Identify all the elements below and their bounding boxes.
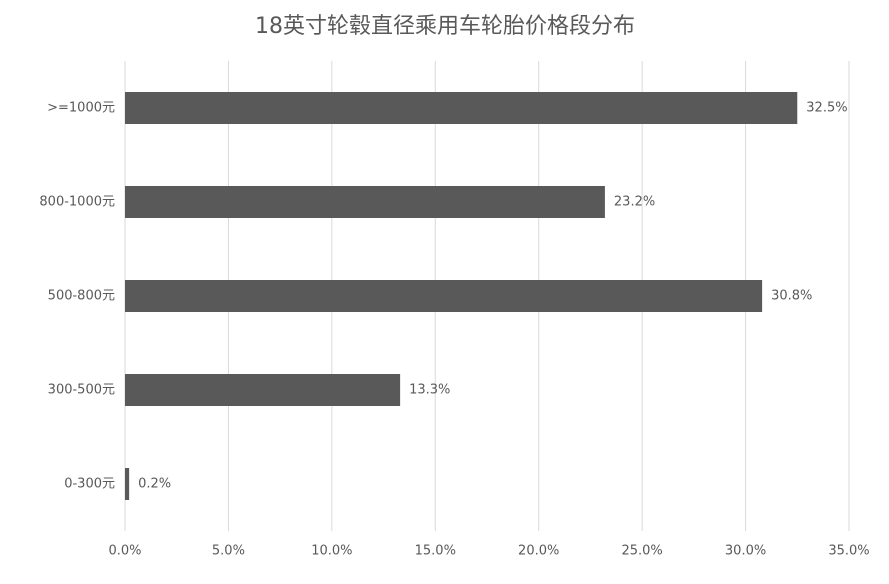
y-tick-label: 0-300元 — [64, 477, 115, 492]
data-label: 23.2% — [614, 195, 655, 210]
bar — [125, 92, 798, 124]
data-label: 0.2% — [138, 477, 171, 492]
data-label: 32.5% — [806, 101, 847, 116]
y-tick-label: 300-500元 — [48, 383, 115, 398]
bar — [125, 186, 605, 218]
x-tick-label: 25.0% — [621, 544, 662, 559]
bar — [125, 468, 130, 500]
bar — [125, 280, 763, 312]
chart-title: 18英寸轮毂直径乘用车轮胎价格段分布 — [255, 14, 635, 39]
data-label: 13.3% — [409, 383, 450, 398]
y-tick-label: >=1000元 — [47, 101, 115, 116]
y-tick-label: 800-1000元 — [39, 195, 115, 210]
bar — [125, 374, 401, 406]
x-tick-label: 10.0% — [311, 544, 352, 559]
x-tick-label: 20.0% — [518, 544, 559, 559]
y-tick-label: 500-800元 — [48, 289, 115, 304]
x-tick-label: 0.0% — [108, 544, 141, 559]
x-tick-label: 35.0% — [828, 544, 869, 559]
x-tick-label: 5.0% — [212, 544, 245, 559]
x-tick-label: 15.0% — [415, 544, 456, 559]
data-label: 30.8% — [771, 289, 812, 304]
x-tick-label: 30.0% — [725, 544, 766, 559]
